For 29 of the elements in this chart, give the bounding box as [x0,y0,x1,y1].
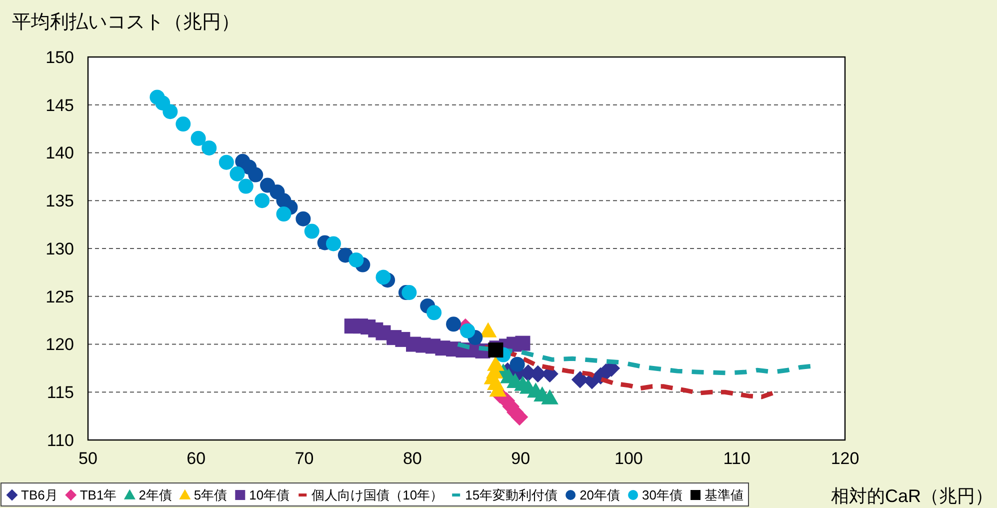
legend-label: 基準値 [704,488,744,503]
x-tick-label: 110 [723,449,750,468]
x-tick-label: 90 [511,449,530,468]
legend-label: 個人向け国債（10年） [312,488,444,503]
legend-label: 2年債 [138,488,172,503]
legend-label: 15年変動利付債 [465,488,558,503]
y-tick-label: 120 [46,335,74,354]
y-tick-label: 150 [46,48,74,67]
x-tick-label: 100 [614,449,643,468]
y-tick-label: 125 [46,287,74,306]
y-tick-label: 110 [46,430,74,450]
legend-label: 30年債 [642,488,682,503]
legend-label: TB6月 [21,488,58,503]
x-tick-label: 70 [294,449,314,468]
y-axis-title: 平均利払いコスト（兆円） [12,12,240,33]
y-tick-label: 145 [46,96,74,115]
x-tick-label: 50 [78,449,98,468]
x-tick-label: 60 [186,449,206,468]
x-tick-label: 120 [830,449,860,468]
x-axis-title: 相対的CaR（兆円） [830,486,993,506]
legend-label: TB1年 [80,488,117,503]
y-tick-label: 135 [46,192,74,211]
x-tick-label: 80 [402,449,422,468]
legend-label: 5年債 [194,488,228,503]
y-tick-label: 130 [46,239,74,258]
y-tick-label: 140 [46,144,74,163]
y-tick-label: 115 [46,383,74,402]
legend-label: 10年債 [249,488,290,503]
legend-label: 20年債 [580,488,620,503]
